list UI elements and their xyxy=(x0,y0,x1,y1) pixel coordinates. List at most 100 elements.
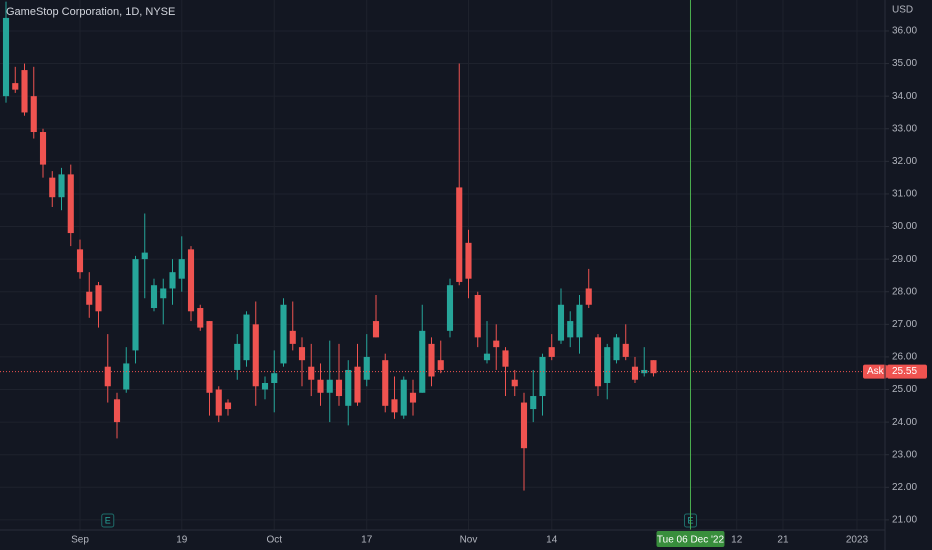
candle-body xyxy=(511,379,518,387)
candle-body xyxy=(76,249,84,273)
candle-body xyxy=(132,259,139,351)
candle-body xyxy=(335,379,343,397)
candle-body xyxy=(280,304,287,364)
candle-body xyxy=(641,369,648,374)
candle-body xyxy=(160,288,167,299)
x-tick-label: 14 xyxy=(546,535,558,546)
candle-body xyxy=(446,285,454,331)
y-tick-label: 22.00 xyxy=(892,482,917,493)
candle-body xyxy=(21,70,28,113)
candle-body xyxy=(95,285,102,312)
candle-body xyxy=(289,330,296,344)
candle-body xyxy=(483,353,491,361)
candle-body xyxy=(234,343,241,370)
candle-body xyxy=(567,321,574,338)
y-tick-label: 29.00 xyxy=(892,254,917,265)
y-tick-label: 36.00 xyxy=(892,26,917,37)
y-tick-label: 26.00 xyxy=(892,352,917,363)
candle-body xyxy=(123,363,130,390)
candle-body xyxy=(493,340,500,348)
candle-body xyxy=(557,304,565,341)
candle-body xyxy=(604,347,611,383)
ask-label: Ask xyxy=(867,366,885,377)
candle-body xyxy=(363,356,370,380)
candle-body xyxy=(520,402,528,449)
y-tick-label: 24.00 xyxy=(892,417,917,428)
event-marker xyxy=(101,513,115,528)
candle-body xyxy=(113,399,121,423)
candle-body xyxy=(419,330,426,393)
ask-price: 25.55 xyxy=(892,366,917,377)
candle-body xyxy=(391,399,398,413)
x-tick-label: 12 xyxy=(731,535,743,546)
candle-body xyxy=(150,285,158,309)
y-tick-label: 27.00 xyxy=(892,319,917,330)
grid xyxy=(0,0,889,530)
y-tick-label: 28.00 xyxy=(892,286,917,297)
currency-label: USD xyxy=(892,5,913,16)
candle-body xyxy=(409,392,417,403)
candle-body xyxy=(585,288,592,305)
candle-body xyxy=(39,132,47,165)
candle-body xyxy=(178,259,185,279)
y-tick-label: 32.00 xyxy=(892,156,917,167)
ask-price-box xyxy=(887,364,927,379)
candle-body xyxy=(58,174,65,198)
candle-body xyxy=(326,379,333,393)
y-tick-label: 30.00 xyxy=(892,221,917,232)
candles xyxy=(2,1,657,491)
y-tick-label: 21.00 xyxy=(892,515,917,526)
candle-body xyxy=(354,366,361,403)
x-tick-label: Sep xyxy=(71,535,89,546)
chart-title: GameStop Corporation, 1D, NYSE xyxy=(6,6,175,18)
ask-label-box xyxy=(863,364,887,379)
candle-body xyxy=(271,373,278,383)
y-tick-label: 31.00 xyxy=(892,189,917,200)
event-label: E xyxy=(105,515,111,525)
candle-body xyxy=(197,308,204,328)
candle-body xyxy=(67,174,74,234)
candle-body xyxy=(576,304,583,338)
x-tick-label: 2023 xyxy=(846,535,869,546)
candle-body xyxy=(372,321,380,338)
candle-body xyxy=(474,294,481,338)
candle-body xyxy=(539,356,546,397)
candle-body xyxy=(215,389,222,416)
candle-body xyxy=(252,324,259,387)
candle-body xyxy=(243,314,250,361)
candle-body xyxy=(12,83,19,90)
candle-body xyxy=(631,366,639,380)
candle-body xyxy=(49,177,56,198)
candle-body xyxy=(548,347,555,357)
crosshair-label-box xyxy=(656,531,725,547)
candle-body xyxy=(206,321,213,393)
y-tick-label: 33.00 xyxy=(892,123,917,134)
candle-body xyxy=(400,379,407,416)
candle-body xyxy=(622,343,629,357)
candle-body xyxy=(261,382,269,390)
candle-body xyxy=(86,291,93,305)
y-tick-label: 23.00 xyxy=(892,449,917,460)
y-tick-label: 35.00 xyxy=(892,58,917,69)
x-tick-label: 17 xyxy=(361,535,373,546)
x-tick-label: 21 xyxy=(777,535,789,546)
candle-body xyxy=(594,337,602,387)
candle-body xyxy=(30,96,37,133)
x-tick-label: Nov xyxy=(460,535,478,546)
x-tick-label: 19 xyxy=(176,535,188,546)
candle-body xyxy=(456,187,463,282)
candle-body xyxy=(2,17,10,97)
candle-body xyxy=(502,350,509,367)
y-tick-label: 25.00 xyxy=(892,384,917,395)
candle-body xyxy=(428,343,435,377)
candle-body xyxy=(298,347,306,361)
x-tick-label: Oct xyxy=(266,535,282,546)
candle-body xyxy=(317,379,324,393)
candle-body xyxy=(141,252,148,260)
candle-body xyxy=(437,360,444,370)
candle-body xyxy=(650,360,657,374)
candle-body xyxy=(382,360,389,406)
candle-body xyxy=(308,366,315,380)
